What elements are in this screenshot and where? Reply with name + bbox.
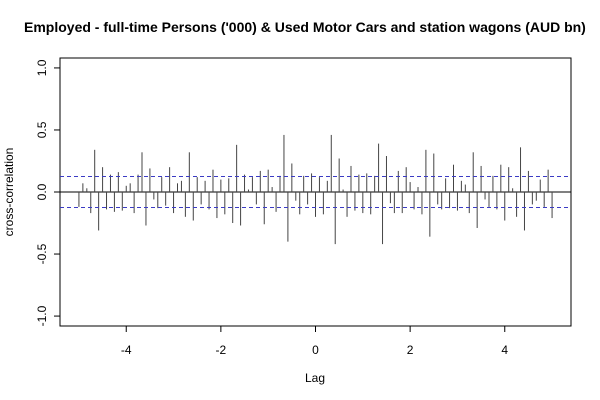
x-axis-label: Lag	[305, 371, 325, 385]
x-tick-label: 2	[407, 343, 414, 357]
y-tick-label: 1.0	[35, 59, 49, 76]
y-tick-label: -1.0	[35, 305, 49, 326]
x-tick-label: -2	[216, 343, 227, 357]
y-tick-label: -0.5	[35, 243, 49, 264]
y-axis-label: cross-correlation	[2, 148, 16, 237]
chart-title: Employed - full-time Persons ('000) & Us…	[24, 19, 586, 35]
y-tick-label: 0.0	[35, 183, 49, 200]
x-tick-label: 0	[312, 343, 319, 357]
y-tick-label: 0.5	[35, 121, 49, 138]
x-tick-label: 4	[501, 343, 508, 357]
x-tick-label: -4	[121, 343, 132, 357]
